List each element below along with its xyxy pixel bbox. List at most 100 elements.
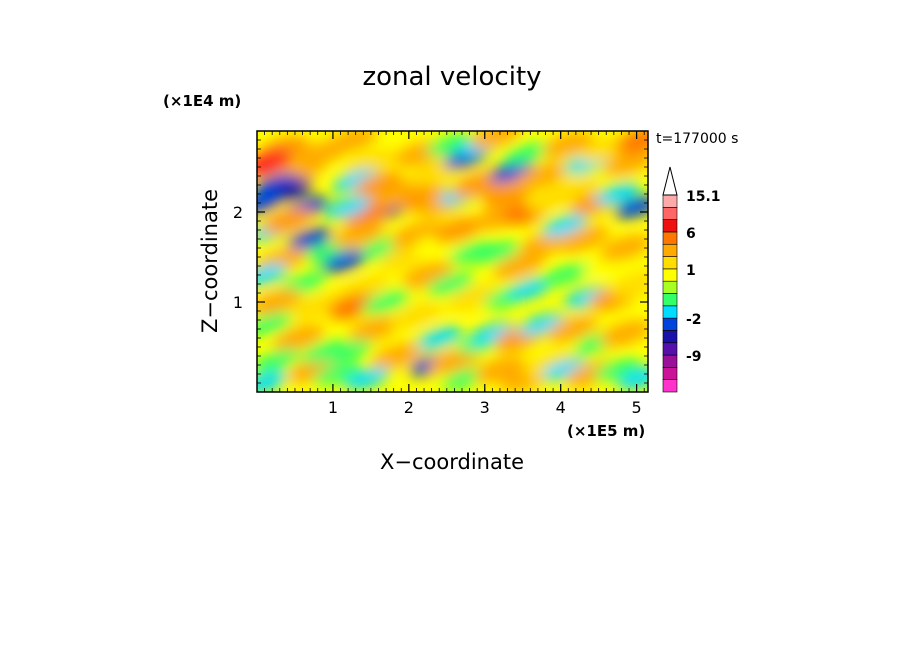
time-label: t=177000 s — [656, 131, 738, 147]
x-tick-label: 4 — [556, 398, 566, 417]
field-feature — [616, 131, 648, 154]
colorbar-label: -2 — [686, 312, 702, 328]
field-feature — [348, 315, 401, 343]
x-tick-label: 3 — [480, 398, 490, 417]
field-feature — [564, 286, 611, 309]
colorbar-level — [662, 367, 678, 380]
y-axis: 12 — [233, 139, 648, 384]
field-feature — [332, 169, 379, 192]
colorbar-level — [662, 256, 678, 270]
field-feature — [541, 214, 588, 237]
field-feature — [325, 196, 372, 219]
field-feature — [446, 283, 501, 312]
field-feature — [609, 270, 648, 298]
field-feature — [474, 356, 526, 383]
field-feature — [416, 326, 463, 350]
colorbar-label: 6 — [686, 226, 696, 242]
x-unit-label: (×1E5 m) — [567, 422, 645, 440]
field-feature — [322, 250, 367, 273]
field-feature — [262, 207, 313, 235]
field-feature — [449, 240, 498, 265]
field-feature — [390, 221, 443, 248]
colorbar-level — [662, 305, 678, 319]
field-feature — [599, 234, 648, 262]
field-feature — [288, 356, 340, 383]
plot-area — [257, 131, 648, 392]
colorbar: -9 -2 1 6 15.1 — [662, 166, 721, 393]
colorbar-level — [662, 194, 678, 208]
field-feature — [257, 288, 302, 316]
colorbar-label: -9 — [686, 349, 702, 365]
field-feature — [489, 160, 534, 183]
field-feature — [522, 351, 577, 379]
field-feature — [327, 293, 376, 320]
colorbar-level — [662, 280, 678, 294]
field-feature — [470, 131, 523, 149]
colorbar-level — [662, 268, 678, 282]
colorbar-level — [662, 293, 678, 307]
field-feature — [290, 292, 345, 321]
field-feature — [336, 274, 391, 303]
y-unit-label: (×1E4 m) — [163, 92, 241, 110]
colorbar-label: 1 — [686, 263, 696, 279]
field-feature — [515, 162, 568, 190]
x-tick-label: 1 — [328, 398, 338, 417]
x-axis-label: X−coordinate — [380, 450, 524, 474]
field-feature — [594, 182, 641, 206]
velocity-field — [257, 131, 648, 392]
field-feature — [593, 357, 642, 382]
field-feature — [545, 175, 599, 204]
y-axis-label: Z−coordinate — [198, 189, 222, 333]
field-feature — [401, 261, 454, 289]
field-feature — [257, 263, 288, 287]
field-feature — [257, 312, 293, 337]
field-feature — [288, 227, 333, 251]
field-feature — [326, 131, 378, 154]
field-feature — [617, 367, 648, 390]
colorbar-level — [662, 330, 678, 344]
field-feature — [557, 225, 610, 253]
plot-frame — [256, 130, 649, 393]
field-feature — [389, 301, 444, 330]
colorbar-level — [662, 231, 678, 245]
field-feature — [599, 320, 648, 347]
colorbar-level — [662, 354, 678, 368]
field-feature — [603, 149, 648, 176]
field-feature — [519, 230, 572, 257]
field-feature — [272, 324, 325, 352]
field-feature — [518, 313, 565, 336]
field-feature — [502, 141, 551, 166]
field-feature — [257, 371, 288, 392]
colorbar-level — [662, 243, 678, 257]
colorbar-level — [662, 219, 678, 233]
field-feature — [333, 221, 386, 248]
field-feature — [301, 339, 350, 364]
field-feature — [540, 263, 589, 287]
field-feature — [426, 272, 475, 296]
y-tick-label: 1 — [233, 293, 243, 312]
field-feature — [324, 339, 373, 364]
colorbar-level — [662, 317, 678, 331]
field-feature — [344, 148, 398, 177]
field-feature — [257, 348, 300, 373]
field-feature — [546, 315, 598, 343]
field-feature — [371, 342, 424, 370]
x-tick-label: 2 — [404, 398, 414, 417]
field-feature — [257, 173, 299, 197]
field-feature — [312, 362, 361, 386]
field-feature — [472, 240, 521, 265]
colorbar-level — [662, 207, 678, 220]
colorbar-level — [662, 379, 678, 393]
field-feature — [433, 216, 484, 244]
field-feature — [362, 290, 411, 314]
field-feature — [469, 322, 516, 345]
field-feature — [542, 131, 595, 158]
x-tick-label: 5 — [632, 398, 642, 417]
field-feature — [541, 358, 588, 381]
colorbar-extend-arrow — [662, 166, 678, 196]
field-feature — [493, 252, 545, 280]
colorbar-label: 15.1 — [686, 189, 721, 205]
colorbar-level — [662, 342, 678, 356]
field-feature — [375, 180, 428, 208]
